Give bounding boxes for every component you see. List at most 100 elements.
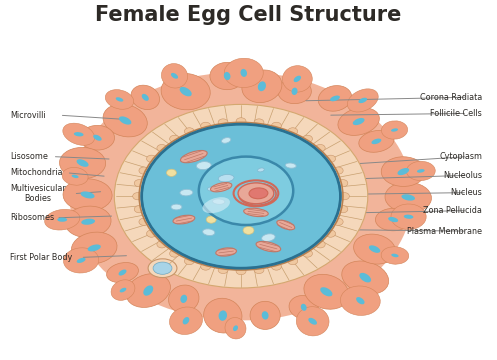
- Ellipse shape: [153, 262, 172, 274]
- Circle shape: [303, 250, 313, 257]
- Ellipse shape: [347, 89, 378, 112]
- Ellipse shape: [272, 134, 280, 139]
- Ellipse shape: [238, 183, 274, 204]
- Ellipse shape: [63, 179, 112, 211]
- Ellipse shape: [391, 254, 399, 257]
- Ellipse shape: [148, 259, 177, 278]
- Ellipse shape: [171, 73, 178, 79]
- Text: Cytoplasm: Cytoplasm: [439, 152, 482, 161]
- Ellipse shape: [223, 127, 230, 132]
- Circle shape: [218, 266, 228, 274]
- Ellipse shape: [356, 297, 365, 304]
- Ellipse shape: [196, 162, 211, 170]
- Ellipse shape: [202, 253, 210, 258]
- Ellipse shape: [388, 217, 398, 222]
- Ellipse shape: [353, 118, 365, 125]
- Ellipse shape: [203, 229, 215, 235]
- Ellipse shape: [173, 215, 195, 224]
- Circle shape: [134, 206, 144, 213]
- Ellipse shape: [402, 194, 415, 201]
- Ellipse shape: [142, 94, 149, 101]
- Ellipse shape: [398, 168, 409, 175]
- Circle shape: [147, 155, 157, 162]
- Ellipse shape: [282, 66, 312, 92]
- Ellipse shape: [381, 157, 425, 186]
- Ellipse shape: [105, 90, 134, 109]
- Ellipse shape: [218, 175, 234, 182]
- Ellipse shape: [72, 232, 117, 264]
- Text: Microvilli: Microvilli: [10, 111, 46, 120]
- Ellipse shape: [180, 189, 193, 196]
- Ellipse shape: [180, 150, 207, 163]
- Ellipse shape: [318, 86, 352, 111]
- Ellipse shape: [262, 311, 268, 320]
- Text: Plasma Membrane: Plasma Membrane: [407, 227, 482, 236]
- Circle shape: [288, 257, 298, 265]
- Ellipse shape: [74, 132, 83, 136]
- Circle shape: [256, 200, 266, 207]
- Text: Mitochondria: Mitochondria: [10, 168, 63, 177]
- Circle shape: [236, 267, 246, 275]
- Circle shape: [157, 144, 167, 152]
- Circle shape: [139, 167, 149, 174]
- Circle shape: [236, 118, 246, 125]
- Ellipse shape: [248, 208, 258, 213]
- Ellipse shape: [250, 301, 280, 329]
- Circle shape: [242, 166, 250, 172]
- Ellipse shape: [131, 85, 160, 109]
- Ellipse shape: [289, 296, 319, 319]
- Ellipse shape: [62, 167, 88, 185]
- Ellipse shape: [359, 130, 394, 152]
- Ellipse shape: [304, 274, 349, 309]
- Ellipse shape: [202, 197, 230, 213]
- Ellipse shape: [64, 248, 99, 273]
- Ellipse shape: [285, 163, 296, 168]
- Ellipse shape: [111, 280, 135, 300]
- Ellipse shape: [116, 97, 123, 102]
- Ellipse shape: [330, 95, 340, 101]
- Ellipse shape: [81, 219, 95, 225]
- Ellipse shape: [294, 76, 301, 82]
- Text: Follicile Cells: Follicile Cells: [430, 109, 482, 118]
- Ellipse shape: [342, 261, 389, 294]
- Ellipse shape: [164, 187, 174, 191]
- Ellipse shape: [168, 285, 199, 312]
- Circle shape: [184, 257, 194, 265]
- Ellipse shape: [417, 169, 424, 173]
- Ellipse shape: [340, 286, 380, 315]
- Text: Female Egg Cell Structure: Female Egg Cell Structure: [95, 5, 402, 26]
- Ellipse shape: [81, 125, 114, 150]
- Circle shape: [169, 135, 179, 143]
- Circle shape: [114, 104, 368, 288]
- Circle shape: [315, 241, 325, 248]
- Ellipse shape: [258, 81, 266, 91]
- Ellipse shape: [222, 138, 231, 143]
- Ellipse shape: [375, 208, 411, 231]
- Ellipse shape: [63, 123, 94, 145]
- Ellipse shape: [249, 188, 268, 199]
- Circle shape: [206, 216, 216, 223]
- Ellipse shape: [292, 87, 298, 95]
- Ellipse shape: [213, 199, 225, 204]
- Ellipse shape: [257, 168, 264, 172]
- Circle shape: [213, 188, 225, 197]
- Ellipse shape: [211, 183, 232, 192]
- Circle shape: [271, 263, 281, 270]
- Ellipse shape: [242, 70, 282, 103]
- Circle shape: [147, 230, 157, 237]
- Ellipse shape: [277, 220, 295, 230]
- Ellipse shape: [119, 270, 127, 276]
- Circle shape: [338, 206, 348, 213]
- Ellipse shape: [161, 73, 210, 110]
- Circle shape: [333, 218, 343, 225]
- Ellipse shape: [224, 72, 231, 80]
- Ellipse shape: [233, 325, 238, 331]
- Ellipse shape: [126, 274, 170, 307]
- Circle shape: [70, 72, 413, 320]
- Ellipse shape: [107, 262, 139, 283]
- Ellipse shape: [81, 192, 94, 198]
- Text: Nucleolus: Nucleolus: [443, 171, 482, 180]
- Circle shape: [139, 122, 343, 270]
- Ellipse shape: [296, 307, 329, 336]
- Ellipse shape: [204, 298, 242, 333]
